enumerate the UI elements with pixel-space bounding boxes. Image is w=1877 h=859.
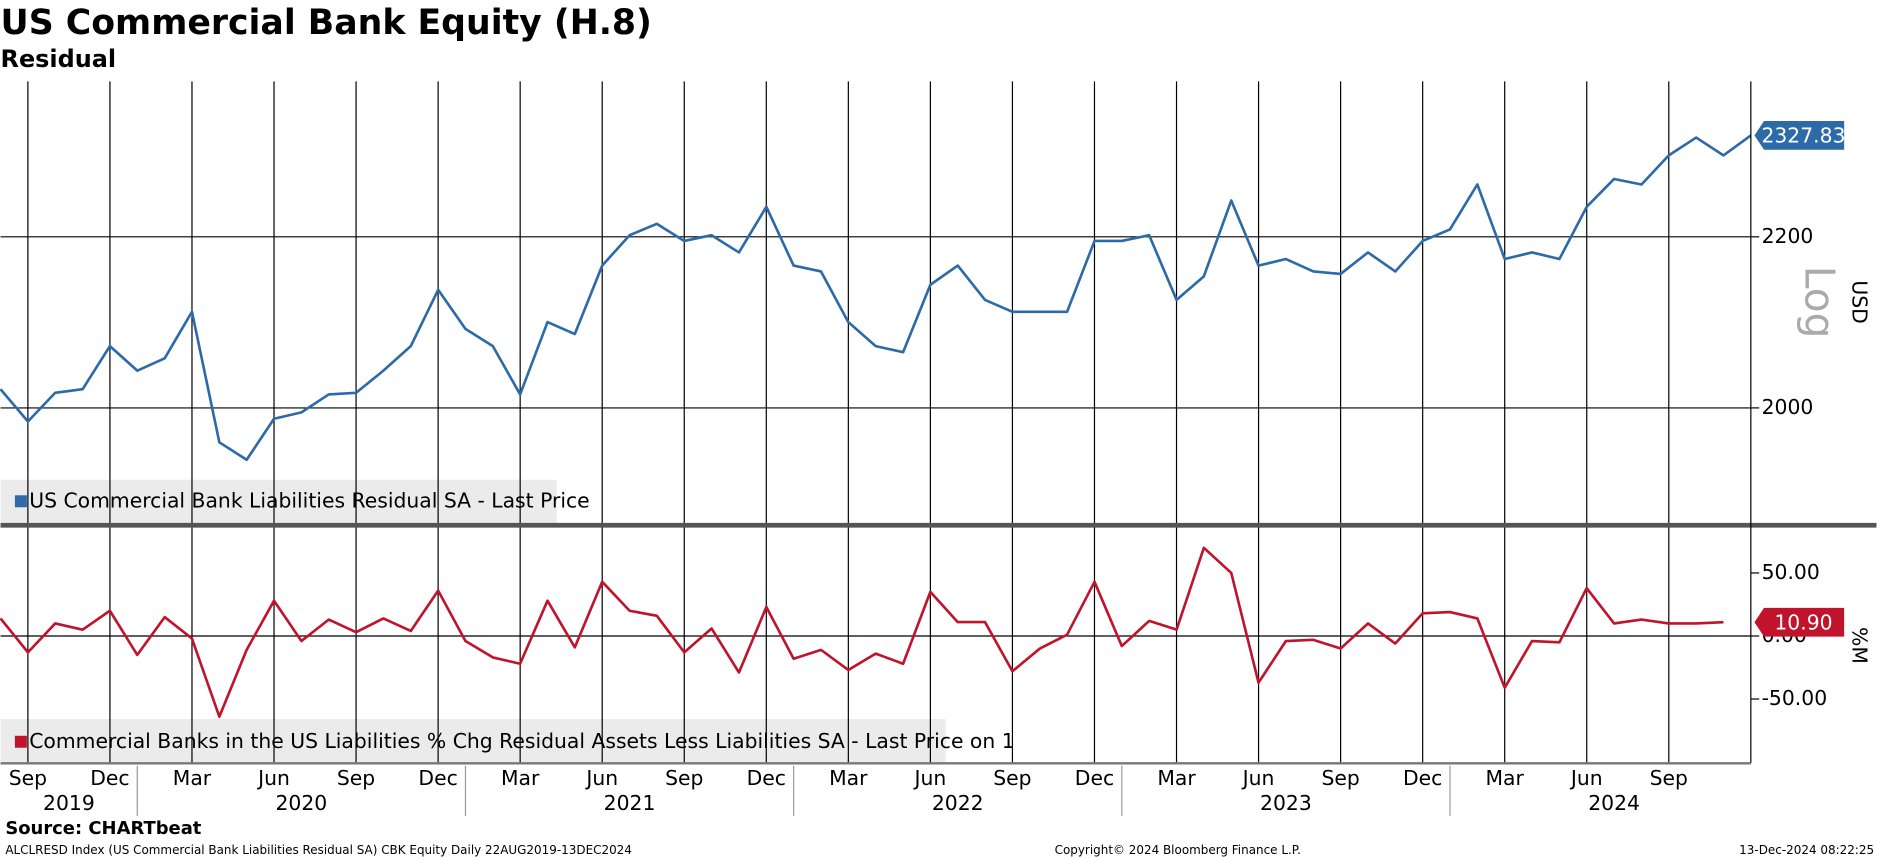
last-value-tag [1754, 607, 1845, 637]
chart-subtitle: Residual [1, 45, 117, 73]
chart-title: US Commercial Bank Equity (H.8) [1, 3, 652, 43]
x-tick-label: Sep [337, 766, 375, 790]
last-value-tag [1754, 121, 1845, 150]
x-tick-label: Jun [256, 766, 290, 790]
y-tick-label: 2000 [1762, 395, 1814, 419]
line-series [0, 546, 1724, 718]
last-value-label: 10.90 [1774, 610, 1832, 634]
legend-box [0, 719, 946, 763]
x-tick-label: Dec [1403, 766, 1442, 790]
x-tick-label: Sep [993, 766, 1031, 790]
y-axis-label: %M [1848, 627, 1872, 664]
x-tick-label: Dec [90, 766, 129, 790]
x-tick-label: Mar [1157, 766, 1196, 790]
x-tick-label: Dec [1075, 766, 1114, 790]
x-tick-label: Jun [1241, 766, 1275, 790]
legend-label: US Commercial Bank Liabilities Residual … [29, 488, 589, 512]
footer-right: 13-Dec-2024 08:22:25 [1739, 843, 1874, 857]
x-tick-label: Sep [9, 766, 47, 790]
x-year-label: 2020 [276, 791, 328, 815]
x-year-label: 2019 [43, 791, 95, 815]
last-value-label: 2327.83 [1761, 124, 1845, 148]
x-tick-label: Dec [418, 766, 457, 790]
x-tick-label: Mar [1486, 766, 1525, 790]
legend-swatch [14, 495, 27, 508]
scale-label: Log [1796, 266, 1844, 339]
x-year-label: 2023 [1260, 791, 1312, 815]
x-year-label: 2021 [604, 791, 656, 815]
y-tick-label: -50.00 [1762, 686, 1828, 710]
legend-label: Commercial Banks in the US Liabilities %… [29, 729, 1014, 753]
x-tick-label: Jun [584, 766, 618, 790]
x-tick-label: Sep [1650, 766, 1688, 790]
source: Source: CHARTbeat [5, 818, 201, 839]
y-tick-label: 2200 [1762, 224, 1814, 248]
y-axis-label: USD [1848, 280, 1872, 323]
x-tick-label: Jun [913, 766, 947, 790]
y-tick-label: 50.00 [1762, 560, 1820, 584]
x-tick-label: Jun [1569, 766, 1603, 790]
footer-center: Copyright© 2024 Bloomberg Finance L.P. [1055, 843, 1301, 857]
legend-swatch [14, 735, 27, 748]
footer-left: ALCLRESD Index (US Commercial Bank Liabi… [5, 843, 632, 857]
x-tick-label: Sep [665, 766, 703, 790]
legend-box [0, 479, 557, 523]
x-tick-label: Mar [173, 766, 212, 790]
x-tick-label: Mar [501, 766, 540, 790]
line-series [0, 134, 1752, 462]
x-year-label: 2022 [932, 791, 984, 815]
x-tick-label: Dec [747, 766, 786, 790]
x-tick-label: Mar [829, 766, 868, 790]
x-year-label: 2024 [1588, 791, 1640, 815]
x-tick-label: Sep [1321, 766, 1359, 790]
